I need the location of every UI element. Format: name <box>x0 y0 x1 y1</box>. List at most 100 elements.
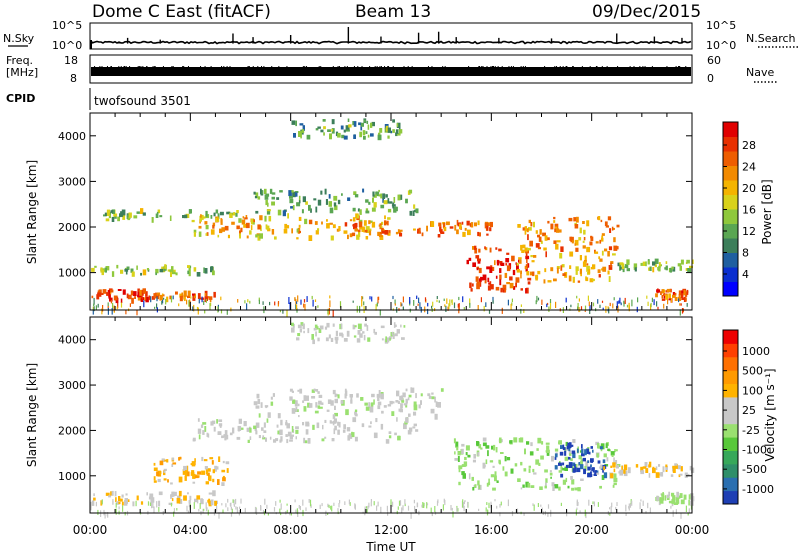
power-cell <box>110 299 112 304</box>
velocity-cell <box>100 510 102 517</box>
velocity-cell <box>486 502 488 505</box>
power-cell <box>490 284 494 290</box>
power-cell <box>671 266 674 270</box>
power-cell <box>201 296 203 303</box>
power-cell <box>518 257 522 260</box>
power-cell <box>210 266 214 273</box>
power-cell <box>650 302 652 308</box>
velocity-cell <box>225 503 227 508</box>
velocity-cell <box>349 394 353 398</box>
power-cell <box>448 303 450 310</box>
power-cell <box>618 300 620 304</box>
power-cell <box>243 224 247 228</box>
power-cell <box>509 282 514 289</box>
velocity-cell <box>516 508 519 514</box>
velocity-cell <box>403 403 408 406</box>
velocity-cell <box>334 398 338 404</box>
velocity-cell <box>344 393 347 399</box>
velocity-cell <box>237 425 242 431</box>
velocity-cell <box>226 468 229 473</box>
velocity-cell <box>434 413 438 420</box>
velocity-cell <box>565 464 569 468</box>
power-cell <box>598 274 601 278</box>
velocity-cell <box>527 482 531 488</box>
velocity-cell <box>178 457 181 461</box>
velocity-cell <box>315 402 318 408</box>
power-cell <box>353 121 357 127</box>
velocity-cell <box>627 467 631 474</box>
velocity-cell <box>590 458 594 463</box>
power-cell <box>604 221 608 226</box>
power-cell <box>91 295 94 299</box>
power-cell <box>382 193 386 199</box>
power-cell <box>329 207 334 214</box>
velocity-cell <box>584 449 587 456</box>
velocity-cell <box>204 466 208 470</box>
colorbar-segment <box>723 252 738 268</box>
velocity-cell <box>330 505 332 510</box>
power-cell <box>672 292 676 296</box>
velocity-cell <box>153 462 156 466</box>
velocity-cell <box>177 496 181 500</box>
velocity-cell <box>127 499 130 502</box>
velocity-cell <box>153 506 155 513</box>
power-cell <box>134 296 136 299</box>
velocity-cell <box>482 437 487 442</box>
velocity-cell <box>577 487 581 492</box>
power-cell <box>589 241 593 246</box>
velocity-cell <box>258 435 261 439</box>
xtick-label: 00:00 <box>73 523 108 537</box>
power-cell <box>466 259 469 265</box>
power-cell <box>515 262 517 265</box>
velocity-cell <box>662 492 664 495</box>
power-cell <box>265 200 268 206</box>
power-cell <box>419 302 421 309</box>
velocity-cell <box>230 507 232 511</box>
freq-tick-right-top: 60 <box>707 54 721 67</box>
velocity-cell <box>303 406 307 412</box>
velocity-cell <box>551 455 554 462</box>
velocity-cell <box>568 447 571 452</box>
velocity-cell <box>233 504 235 507</box>
power-cell <box>598 216 601 221</box>
velocity-cell <box>496 480 499 483</box>
velocity-cell <box>685 505 687 512</box>
velocity-cell <box>265 437 267 442</box>
power-cell <box>277 301 280 305</box>
velocity-cell <box>332 389 336 395</box>
power-cell <box>613 237 616 243</box>
velocity-cell <box>212 478 215 483</box>
velocity-cell <box>620 470 625 474</box>
power-cell <box>385 125 389 132</box>
velocity-cell <box>388 435 392 439</box>
power-cell <box>359 131 362 138</box>
power-cell <box>486 266 490 270</box>
velocity-cell <box>209 457 214 460</box>
velocity-cell <box>303 437 306 444</box>
velocity-cell <box>316 326 319 330</box>
velocity-cell <box>408 413 411 417</box>
velocity-cell <box>370 499 372 503</box>
velocity-cell <box>492 465 495 468</box>
power-cell <box>204 309 206 314</box>
velocity-cell <box>122 505 124 512</box>
power-cell <box>393 197 396 203</box>
power-cell <box>505 263 508 266</box>
power-cell <box>247 299 249 303</box>
velocity-cell <box>666 494 669 499</box>
power-cell <box>477 305 479 311</box>
velocity-cell <box>249 427 252 433</box>
freq-band <box>91 67 691 76</box>
power-cell <box>520 288 523 291</box>
power-cell <box>334 205 338 211</box>
power-cell <box>183 297 186 301</box>
velocity-cell <box>485 445 490 449</box>
power-cell <box>569 265 572 269</box>
velocity-cell <box>408 427 413 432</box>
velocity-cell <box>289 439 293 442</box>
velocity-cell <box>546 450 550 456</box>
velocity-cell <box>158 507 160 512</box>
velocity-cell <box>647 502 649 509</box>
velocity-cell <box>458 465 463 470</box>
velocity-cell <box>672 468 676 473</box>
